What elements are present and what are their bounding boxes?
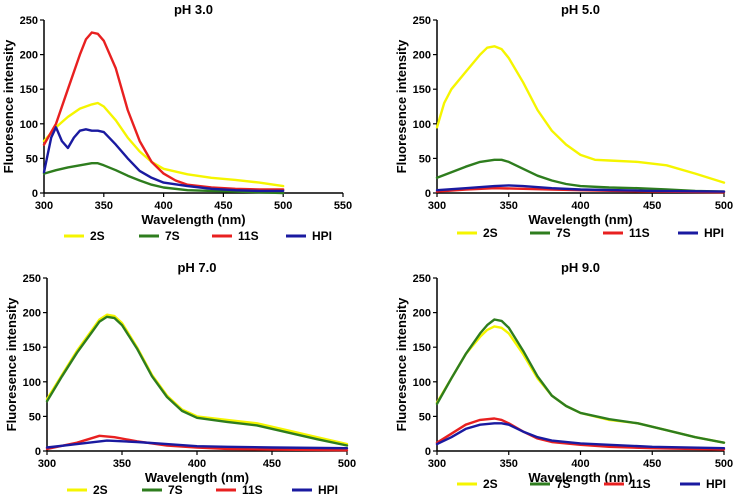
y-tick-label: 250 — [20, 15, 38, 27]
series-line-2s — [45, 313, 349, 446]
y-tick-label: 150 — [413, 84, 431, 96]
legend-label-11s: 11S — [629, 226, 650, 240]
y-tick-label: 200 — [23, 308, 41, 320]
series-line-7s — [45, 315, 349, 447]
x-tick-label: 300 — [38, 458, 56, 470]
x-tick-label: 300 — [428, 200, 446, 212]
legend-label-7s: 7S — [165, 229, 180, 243]
legend-label-2s: 2S — [90, 229, 105, 243]
y-tick-label: 200 — [20, 50, 38, 62]
x-axis-title: Wavelength (nm) — [528, 470, 632, 485]
y-tick-label: 250 — [23, 273, 41, 285]
y-tick-label: 50 — [29, 411, 41, 423]
legend-label-hpi: HPI — [704, 226, 724, 240]
y-tick-label: 200 — [413, 308, 431, 320]
legend-label-7s: 7S — [168, 483, 183, 497]
legend-label-hpi: HPI — [318, 483, 338, 497]
y-tick-label: 100 — [413, 119, 431, 131]
x-axis-title: Wavelength (nm) — [145, 470, 249, 485]
y-axis-title: Fluoresence intensity — [1, 39, 16, 173]
x-tick-label: 300 — [35, 200, 53, 212]
x-tick-label: 400 — [154, 200, 172, 212]
x-axis-title: Wavelength (nm) — [141, 212, 245, 227]
y-tick-label: 100 — [20, 119, 38, 131]
y-axis-title: Fluoresence intensity — [394, 297, 409, 431]
series-line-7s — [435, 318, 726, 444]
y-tick-label: 50 — [419, 411, 431, 423]
x-tick-label: 500 — [715, 200, 733, 212]
x-tick-label: 550 — [334, 200, 352, 212]
x-tick-label: 350 — [500, 200, 518, 212]
series-line-hpi — [42, 126, 285, 193]
legend-label-hpi: HPI — [312, 229, 332, 243]
y-tick-label: 0 — [425, 446, 431, 458]
y-tick-label: 200 — [413, 50, 431, 62]
x-tick-label: 400 — [571, 458, 589, 470]
x-tick-label: 450 — [643, 200, 661, 212]
legend-label-7s: 7S — [556, 226, 571, 240]
legend-label-7s: 7S — [556, 477, 571, 491]
series-line-hpi — [435, 184, 726, 193]
y-tick-label: 250 — [413, 15, 431, 27]
legend-label-11s: 11S — [238, 229, 259, 243]
y-tick-label: 100 — [23, 377, 41, 389]
series-line-7s — [435, 158, 726, 193]
x-tick-label: 300 — [428, 458, 446, 470]
chart-title: pH 3.0 — [174, 2, 213, 17]
y-tick-label: 0 — [32, 188, 38, 200]
chart-panel-3: pH 7.0 0 50 100 150 200 250 300 350 400 450 500 Wave… — [4, 260, 356, 497]
chart-title: pH 5.0 — [561, 2, 600, 17]
y-tick-label: 250 — [413, 273, 431, 285]
chart-panel-4: pH 9.0 0 50 100 150 200 250 300 350 400 450 500 Wave… — [394, 260, 733, 491]
y-tick-label: 100 — [413, 377, 431, 389]
y-tick-label: 0 — [35, 446, 41, 458]
x-tick-label: 400 — [571, 200, 589, 212]
y-tick-label: 150 — [23, 342, 41, 354]
x-tick-label: 400 — [188, 458, 206, 470]
chart-title: pH 9.0 — [561, 260, 600, 275]
x-tick-label: 450 — [214, 200, 232, 212]
chart-title: pH 7.0 — [177, 260, 216, 275]
y-tick-label: 0 — [425, 188, 431, 200]
x-tick-label: 500 — [274, 200, 292, 212]
y-tick-label: 150 — [413, 342, 431, 354]
chart-panel-1: pH 3.0 0 50 100 150 200 250 300 350 400 450 500 550 W… — [1, 2, 352, 243]
x-axis-title: Wavelength (nm) — [528, 212, 632, 227]
legend-label-11s: 11S — [242, 483, 263, 497]
x-tick-label: 500 — [338, 458, 356, 470]
x-tick-label: 350 — [95, 200, 113, 212]
x-tick-label: 350 — [113, 458, 131, 470]
legend-label-2s: 2S — [483, 477, 498, 491]
legend-label-11s: 11S — [630, 477, 651, 491]
series-line-hpi — [435, 422, 726, 450]
y-tick-label: 50 — [26, 153, 38, 165]
series-line-hpi — [45, 439, 349, 450]
chart-panel-2: pH 5.0 0 50 100 150 200 250 300 350 400 450 500 Wave… — [394, 2, 733, 240]
series-line-7s — [42, 162, 285, 195]
y-tick-label: 150 — [20, 84, 38, 96]
x-tick-label: 450 — [263, 458, 281, 470]
x-tick-label: 350 — [500, 458, 518, 470]
series-line-2s — [42, 101, 285, 188]
y-tick-label: 50 — [419, 153, 431, 165]
series-line-11s — [42, 31, 285, 191]
legend-label-hpi: HPI — [706, 477, 726, 491]
x-tick-label: 500 — [715, 458, 733, 470]
x-tick-label: 450 — [643, 458, 661, 470]
series-line-2s — [435, 45, 726, 184]
y-axis-title: Fluoresence intensity — [394, 39, 409, 173]
y-axis-title: Fluoresence intensity — [4, 297, 19, 431]
legend-label-2s: 2S — [93, 483, 108, 497]
legend-label-2s: 2S — [483, 226, 498, 240]
